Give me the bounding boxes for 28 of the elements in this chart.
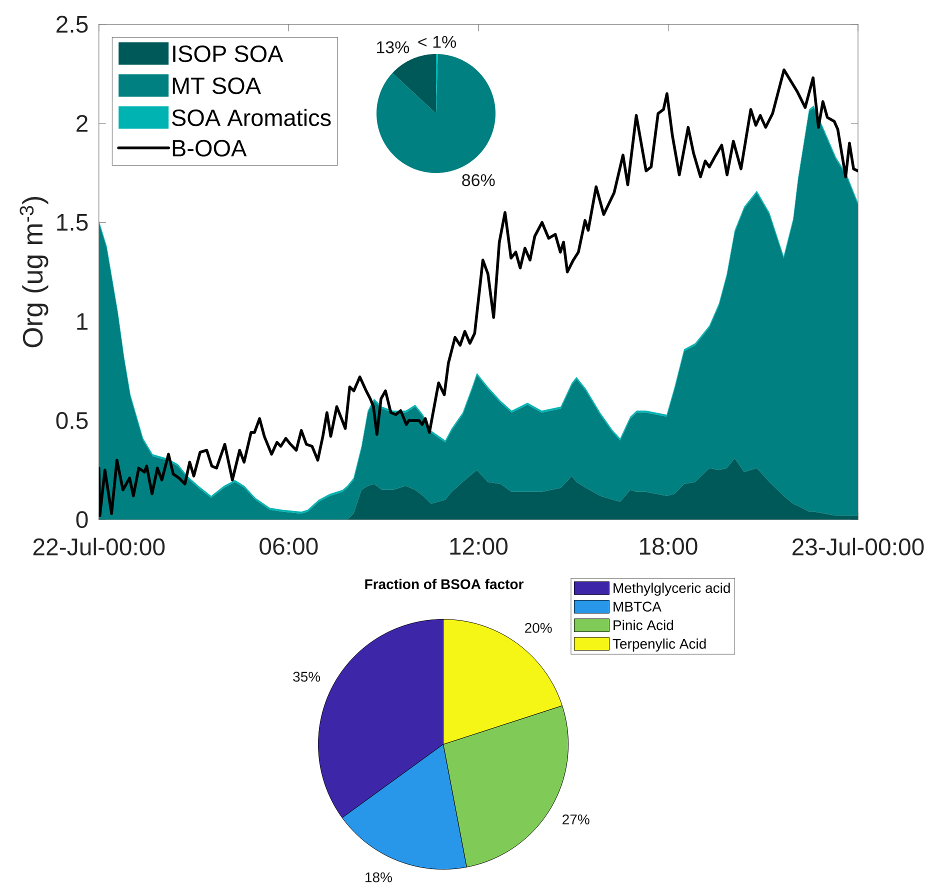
legend-label: MBTCA — [614, 602, 662, 612]
legend-label: MT SOA — [172, 77, 262, 94]
legend-label: Pinic Acid — [614, 620, 674, 630]
legend-label: SOA Aromatics — [172, 108, 331, 126]
x-tick-label: 12:00 — [450, 538, 508, 555]
data-label: 18% — [366, 872, 392, 882]
x-tick-label: 23-Jul-00:00 — [792, 538, 924, 556]
chart-title: Fraction of BSOA factor — [365, 578, 524, 590]
data-label: 27% — [562, 814, 590, 824]
y-tick-label: 0 — [76, 511, 88, 528]
y-tick-label: 2 — [76, 114, 88, 132]
y-tick-label: 2.5 — [56, 16, 88, 33]
legend-label: B-OOA — [172, 140, 247, 157]
y-tick-label: 1 — [77, 313, 88, 330]
x-tick-label: 06:00 — [260, 538, 318, 555]
y-axis-title: Org (ug m$^{-3}$) — [20, 197, 48, 348]
data-label: 86% — [462, 174, 495, 186]
data-label: 35% — [293, 672, 320, 682]
y-tick-label: 1.5 — [57, 214, 88, 231]
x-tick-label: 18:00 — [640, 538, 698, 555]
data-label: 13% — [376, 41, 410, 54]
y-tick-label: 0.5 — [56, 412, 88, 430]
x-tick-label: 22-Jul-00:00 — [33, 538, 165, 556]
legend-label: Terpenylic Acid — [612, 638, 706, 652]
legend-label: ISOP SOA — [173, 45, 284, 62]
data-label: < 1% — [418, 36, 456, 48]
legend-label: Methylglyceric acid — [614, 582, 730, 596]
data-label: 20% — [525, 622, 552, 633]
